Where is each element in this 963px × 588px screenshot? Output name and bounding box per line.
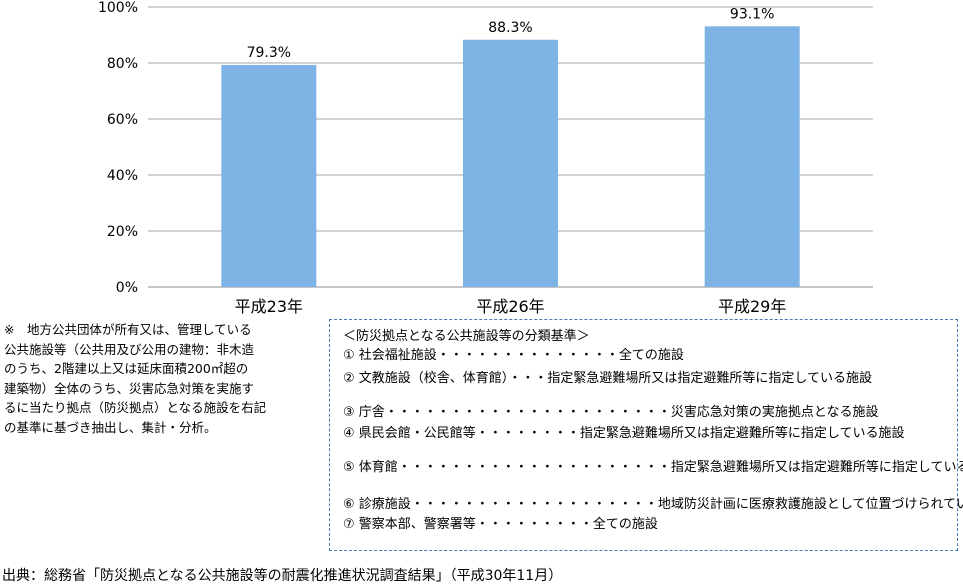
y-tick-label: 100% [98,0,138,16]
criteria-num: ⑦ [343,517,355,532]
criteria-dots: ・・・・・・・・・・・・・・ [436,348,619,363]
footnote-line: 建築物）全体のうち、災害応急対策を実施す [4,380,255,396]
y-tick-label: 0% [116,280,138,296]
footnote: ※ 地方公共団体が所有又は、管理している 公共施設等（公共用及び公用の建物：非木… [4,320,329,437]
bar-chart: 0% 20% 40% 60% 80% 100% 79.3% 88.3% 93.1% 平成23年… [98,0,873,316]
footnote-line: ※ 地方公共団体が所有又は、管理している [4,322,252,337]
criteria-name: 社会福祉施設 [358,348,437,363]
classification-criteria-box: ＜防災拠点となる公共施設等の分類基準＞ ① 社会福祉施設・・・・・・・・・・・・… [329,319,963,551]
criteria-name: 県民会館・公民館等 [358,426,476,441]
criteria-dots: ・・・・・・・・ [475,426,580,441]
criteria-dots: ・・・・・・・・・ [475,517,593,532]
data-label: 88.3% [488,20,532,36]
y-tick-label: 60% [107,112,138,128]
x-category-label: 平成29年 [718,297,786,316]
criteria-num: ④ [343,426,355,441]
y-tick-label: 20% [107,224,138,240]
criteria-name: 警察本部、警察署等 [358,517,476,532]
data-labels: 79.3% 88.3% 93.1% [247,6,775,61]
footnote-line: のうち、2階建以上又は延床面積200㎡超の [4,361,249,376]
criteria-desc: 全ての施設 [618,348,684,363]
footnote-line: の基準に基づき抽出し、集計・分析。 [4,419,217,435]
criteria-title: ＜防災拠点となる公共施設等の分類基準＞ [343,329,590,344]
criteria-name: 文教施設（校舎、体育館） [358,371,509,386]
criteria-item: ① 社会福祉施設・・・・・・・・・・・・・・全ての施設 [343,348,684,364]
data-label: 79.3% [247,45,291,61]
y-tick-label: 80% [107,56,138,72]
footnote-line: るに当たり拠点（防災拠点）となる施設を右記 [4,400,267,415]
criteria-item: ② 文教施設（校舎、体育館）・・・指定緊急避難場所又は指定避難所等に指定している… [343,371,872,387]
criteria-item: ⑦ 警察本部、警察署等・・・・・・・・・全ての施設 [343,517,658,533]
criteria-num: ⑤ [343,460,355,475]
criteria-name: 体育館 [358,460,398,475]
criteria-dots: ・・・・・・・・・・・・・・・・・・・・・ [397,460,671,475]
criteria-item: ④ 県民会館・公民館等・・・・・・・・指定緊急避難場所又は指定避難所等に指定して… [343,426,904,442]
criteria-desc: 指定緊急避難場所又は指定避難所等に指定している施設 [670,460,963,475]
bar [221,64,317,288]
bar [704,26,800,287]
data-label: 93.1% [730,6,774,22]
criteria-desc: 災害応急対策の実施拠点となる施設 [670,405,879,420]
source-citation: 出典：総務省「防災拠点となる公共施設等の耐震化推進状況調査結果」（平成30年11… [2,568,563,584]
criteria-desc: 指定緊急避難場所又は指定避難所等に指定している施設 [579,426,905,441]
criteria-dots: ・・・ [508,371,548,386]
x-category-label: 平成26年 [476,297,544,316]
criteria-num: ⑥ [343,497,355,512]
criteria-desc: 指定緊急避難場所又は指定避難所等に指定している施設 [547,371,872,386]
bar [463,39,558,288]
criteria-item: ⑤ 体育館・・・・・・・・・・・・・・・・・・・・・指定緊急避難場所又は指定避難… [343,460,963,476]
criteria-desc: 地域防災計画に医療救護施設として位置づけられている施設 [657,497,963,512]
y-axis-ticks: 0% 20% 40% 60% 80% 100% [98,0,138,296]
criteria-num: ① [343,348,355,363]
x-category-label: 平成23年 [235,297,303,316]
criteria-name: 庁舎 [358,405,385,420]
criteria-num: ③ [343,405,355,420]
x-axis-categories: 平成23年 平成26年 平成29年 [235,297,787,316]
criteria-dots: ・・・・・・・・・・・・・・・・・・・・・・ [384,405,671,420]
bars [221,26,800,288]
criteria-dots: ・・・・・・・・・・・・・・・・・・・ [410,497,658,512]
criteria-item: ③ 庁舎・・・・・・・・・・・・・・・・・・・・・・災害応急対策の実施拠点となる… [343,405,878,421]
criteria-desc: 全ての施設 [592,517,658,532]
criteria-name: 診療施設 [358,497,411,512]
criteria-item: ⑥ 診療施設・・・・・・・・・・・・・・・・・・・地域防災計画に医療救護施設とし… [343,497,963,513]
y-tick-label: 40% [107,168,138,184]
footnote-line: 公共施設等（公共用及び公用の建物：非木造 [4,341,255,357]
criteria-num: ② [343,371,355,386]
